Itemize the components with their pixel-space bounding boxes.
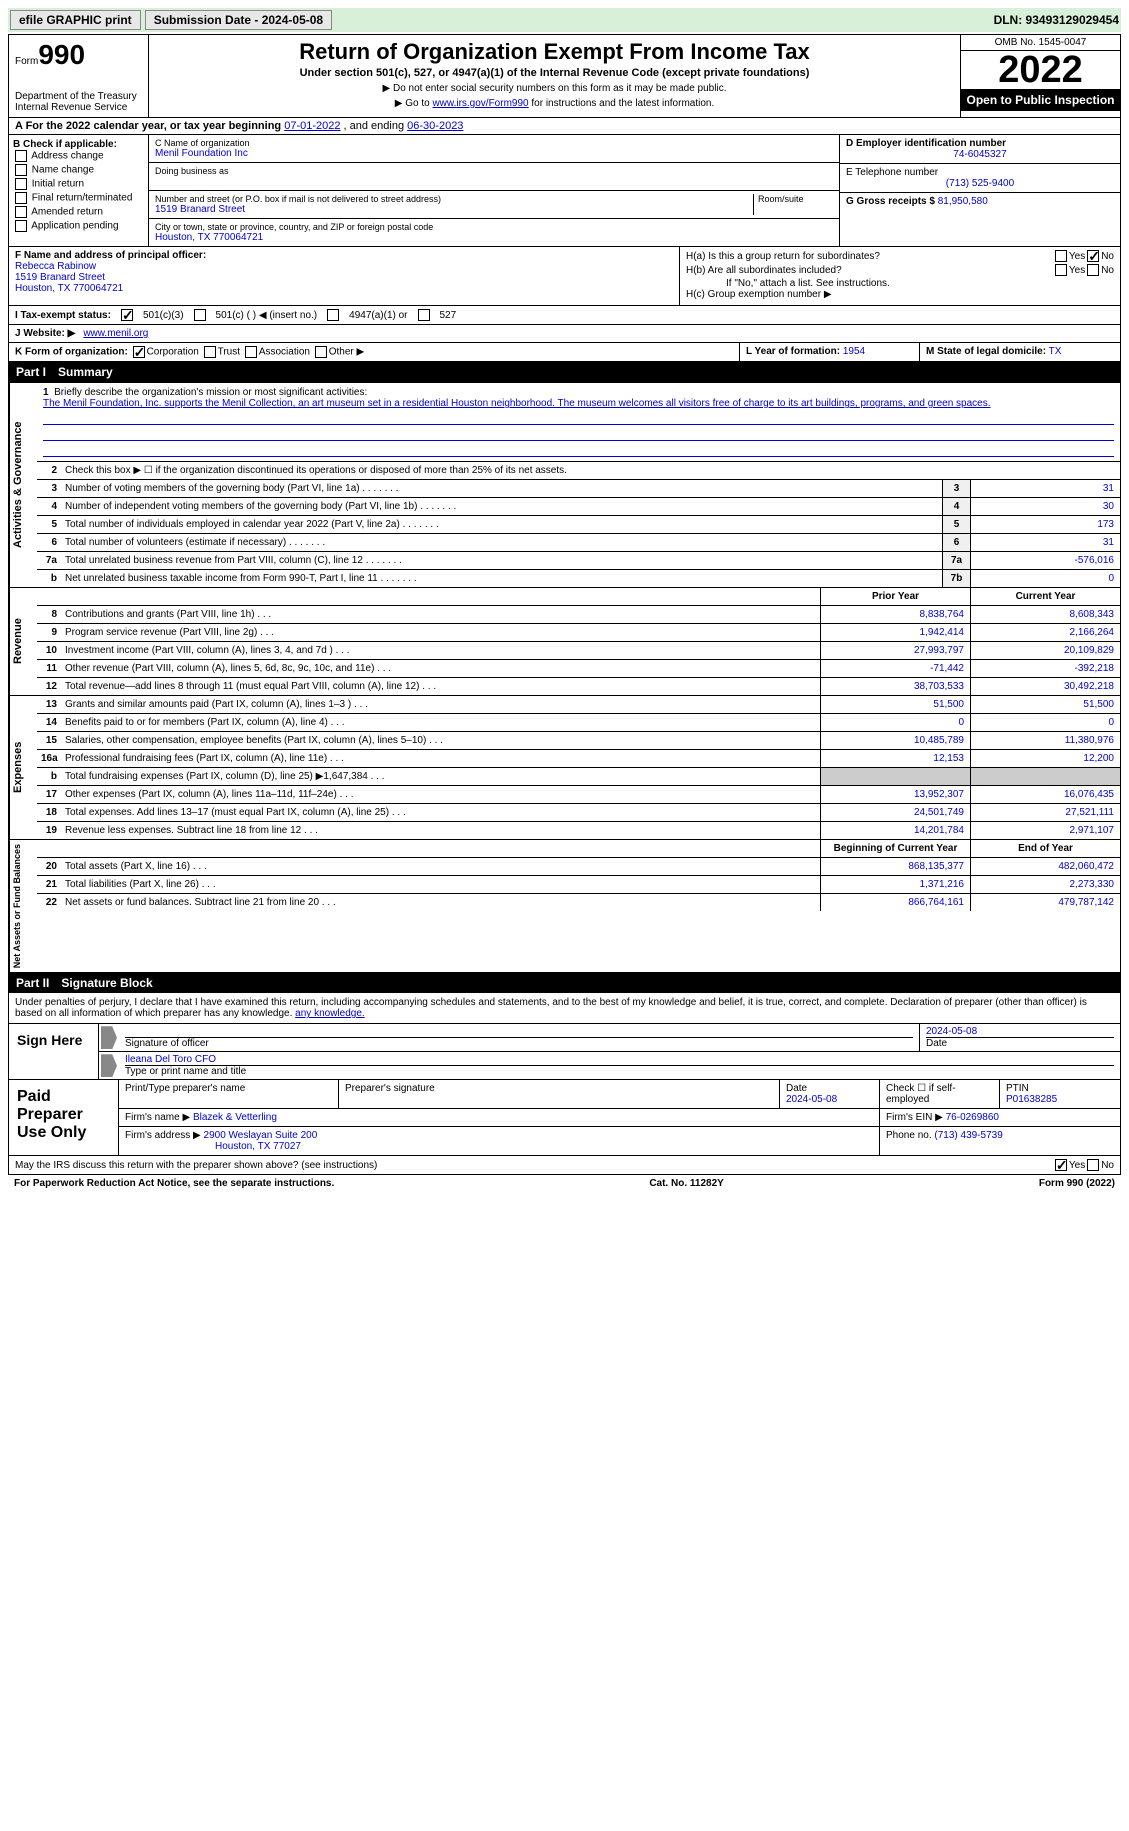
firm-ein: 76-0269860: [946, 1112, 999, 1123]
officer-signed-name: Ileana Del Toro CFO: [125, 1054, 1114, 1065]
checkbox-ha-yes[interactable]: [1055, 250, 1067, 262]
ptin: P01638285: [1006, 1094, 1114, 1105]
part1-header: Part I Summary: [8, 362, 1121, 382]
checkbox-4947[interactable]: [327, 309, 339, 321]
summary-row: 22Net assets or fund balances. Subtract …: [37, 894, 1120, 911]
summary-row: 13Grants and similar amounts paid (Part …: [37, 696, 1120, 714]
dln-label: DLN: 93493129029454: [994, 13, 1119, 27]
telephone: (713) 525-9400: [846, 178, 1114, 189]
gross-receipts: 81,950,580: [938, 196, 988, 207]
section-k: K Form of organization: Corporation Trus…: [9, 343, 740, 361]
vert-activities: Activities & Governance: [9, 383, 37, 587]
checkbox-discuss-yes[interactable]: [1055, 1159, 1067, 1171]
section-c: C Name of organizationMenil Foundation I…: [149, 135, 840, 246]
vert-netassets: Net Assets or Fund Balances: [9, 840, 37, 972]
form-header: Form990 Department of the Treasury Inter…: [8, 34, 1121, 118]
officer-name: Rebecca Rabinow: [15, 261, 673, 272]
section-b: B Check if applicable: Address change Na…: [9, 135, 149, 246]
line1: 1 Briefly describe the organization's mi…: [37, 383, 1120, 462]
form-word: Form: [15, 56, 38, 67]
note-ssn: ▶ Do not enter social security numbers o…: [153, 83, 956, 94]
form-number: 990: [38, 39, 85, 70]
section-l: L Year of formation: 1954: [740, 343, 920, 361]
summary-row: 11Other revenue (Part VIII, column (A), …: [37, 660, 1120, 678]
org-name: Menil Foundation Inc: [155, 148, 833, 159]
irs-link[interactable]: www.irs.gov/Form990: [432, 98, 528, 109]
checkbox-ha-no[interactable]: [1087, 250, 1099, 262]
summary-row: 12Total revenue—add lines 8 through 11 (…: [37, 678, 1120, 695]
footer: For Paperwork Reduction Act Notice, see …: [8, 1175, 1121, 1192]
org-city: Houston, TX 770064721: [155, 232, 833, 243]
summary-row: 3Number of voting members of the governi…: [37, 480, 1120, 498]
checkbox-501c[interactable]: [194, 309, 206, 321]
summary-row: 10Investment income (Part VIII, column (…: [37, 642, 1120, 660]
summary-row: 19Revenue less expenses. Subtract line 1…: [37, 822, 1120, 839]
part2-header: Part II Signature Block: [8, 973, 1121, 993]
checkbox-discuss-no[interactable]: [1087, 1159, 1099, 1171]
summary-row: 9Program service revenue (Part VIII, lin…: [37, 624, 1120, 642]
section-h: H(a) Is this a group return for subordin…: [680, 247, 1120, 305]
sign-date: 2024-05-08: [926, 1026, 1114, 1037]
sign-arrow-icon: [101, 1026, 117, 1049]
mission-text: The Menil Foundation, Inc. supports the …: [43, 398, 991, 409]
checkbox-527[interactable]: [418, 309, 430, 321]
org-street: 1519 Branard Street: [155, 204, 753, 215]
preparer-block: Paid Preparer Use Only Print/Type prepar…: [8, 1080, 1121, 1156]
firm-phone: (713) 439-5739: [934, 1130, 1002, 1141]
website-link[interactable]: www.menil.org: [83, 328, 148, 339]
checkbox-address-change[interactable]: [15, 150, 27, 162]
open-inspection: Open to Public Inspection: [961, 89, 1120, 111]
note-goto: ▶ Go to www.irs.gov/Form990 for instruct…: [153, 98, 956, 109]
section-deg: D Employer identification number74-60453…: [840, 135, 1120, 246]
section-m: M State of legal domicile: TX: [920, 343, 1120, 361]
checkbox-hb-no[interactable]: [1087, 264, 1099, 276]
form-subtitle: Under section 501(c), 527, or 4947(a)(1)…: [153, 67, 956, 79]
vert-expenses: Expenses: [9, 696, 37, 839]
section-i: I Tax-exempt status: 501(c)(3) 501(c) ( …: [8, 306, 1121, 325]
summary-row: 6Total number of volunteers (estimate if…: [37, 534, 1120, 552]
summary-row: 20Total assets (Part X, line 16) . . .86…: [37, 858, 1120, 876]
efile-print-btn[interactable]: efile GRAPHIC print: [10, 10, 141, 30]
checkbox-corp[interactable]: [133, 346, 145, 358]
declaration-text: Under penalties of perjury, I declare th…: [8, 993, 1121, 1024]
ein: 74-6045327: [846, 149, 1114, 160]
checkbox-hb-yes[interactable]: [1055, 264, 1067, 276]
section-j: J Website: ▶ www.menil.org: [8, 325, 1121, 343]
summary-row: 17Other expenses (Part IX, column (A), l…: [37, 786, 1120, 804]
checkbox-other[interactable]: [315, 346, 327, 358]
sign-here-block: Sign Here Signature of officer 2024-05-0…: [8, 1024, 1121, 1080]
vert-revenue: Revenue: [9, 588, 37, 695]
sign-arrow-icon: [101, 1054, 117, 1077]
checkbox-application-pending[interactable]: [15, 220, 27, 232]
summary-row: 14Benefits paid to or for members (Part …: [37, 714, 1120, 732]
section-a: A For the 2022 calendar year, or tax yea…: [8, 118, 1121, 135]
summary-row: 8Contributions and grants (Part VIII, li…: [37, 606, 1120, 624]
checkbox-name-change[interactable]: [15, 164, 27, 176]
summary-row: bNet unrelated business taxable income f…: [37, 570, 1120, 587]
summary-row: 21Total liabilities (Part X, line 26) . …: [37, 876, 1120, 894]
submission-date-btn[interactable]: Submission Date - 2024-05-08: [145, 10, 332, 30]
checkbox-trust[interactable]: [204, 346, 216, 358]
checkbox-initial-return[interactable]: [15, 178, 27, 190]
checkbox-final-return[interactable]: [15, 192, 27, 204]
summary-row: 4Number of independent voting members of…: [37, 498, 1120, 516]
summary-row: 5Total number of individuals employed in…: [37, 516, 1120, 534]
summary-row: bTotal fundraising expenses (Part IX, co…: [37, 768, 1120, 786]
irs-label: Internal Revenue Service: [15, 102, 142, 113]
firm-name: Blazek & Vetterling: [193, 1112, 277, 1123]
topbar: efile GRAPHIC print Submission Date - 20…: [8, 8, 1121, 32]
checkbox-501c3[interactable]: [121, 309, 133, 321]
checkbox-amended[interactable]: [15, 206, 27, 218]
summary-row: 18Total expenses. Add lines 13–17 (must …: [37, 804, 1120, 822]
summary-row: 15Salaries, other compensation, employee…: [37, 732, 1120, 750]
form-title: Return of Organization Exempt From Incom…: [153, 39, 956, 65]
section-f: F Name and address of principal officer:…: [9, 247, 680, 305]
tax-year: 2022: [961, 51, 1120, 89]
dept-treasury: Department of the Treasury: [15, 91, 142, 102]
discuss-row: May the IRS discuss this return with the…: [8, 1156, 1121, 1175]
summary-row: 7aTotal unrelated business revenue from …: [37, 552, 1120, 570]
summary-row: 16aProfessional fundraising fees (Part I…: [37, 750, 1120, 768]
checkbox-assoc[interactable]: [245, 346, 257, 358]
